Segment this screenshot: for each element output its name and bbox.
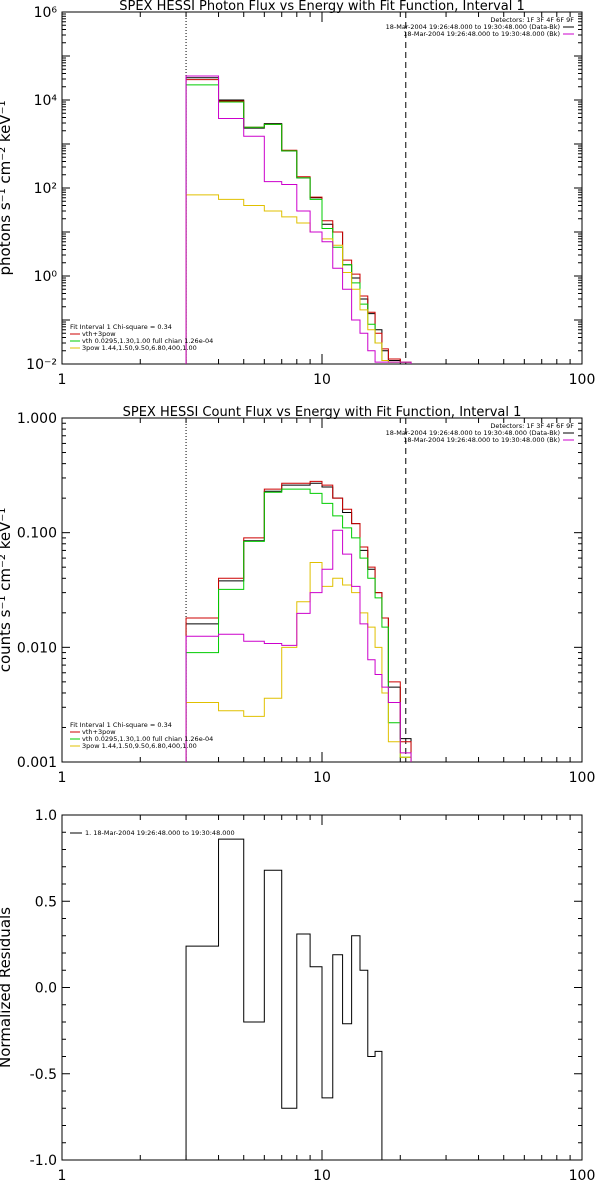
y-tick-label: 0.5 — [35, 894, 57, 910]
legend-bottomleft-entry: Fit Interval 1 Chi-square = 0.34 — [70, 721, 172, 729]
y-tick-label: 10² — [34, 181, 57, 197]
legend-topright-entry: Detectors: 1F 3F 4F 6F 9F — [490, 422, 574, 430]
x-tick-label: 100 — [569, 770, 596, 786]
y-axis-label: Normalized Residuals — [0, 907, 14, 1068]
series-line-bk — [185, 75, 412, 364]
x-tick-label: 10 — [313, 1168, 331, 1184]
plot-frame — [61, 11, 583, 365]
series-line-vth-3pow — [185, 79, 412, 364]
y-tick-label: 0.010 — [17, 640, 57, 656]
x-tick-label: 10 — [313, 372, 331, 388]
y-axis-label: photons s⁻¹ cm⁻² keV⁻¹ — [0, 101, 14, 276]
legend-bottomleft-entry: 3pow 1.44,1.50,9.50,6.80,400,1.00 — [82, 344, 197, 352]
y-tick-label: 1.000 — [17, 411, 57, 427]
y-tick-label: 10⁶ — [34, 5, 58, 21]
y-tick-label: 10⁰ — [34, 269, 58, 285]
legend-bottomleft-entry: vth 0.0295,1.30,1.00 full chian 1.26e-04 — [82, 735, 213, 743]
x-tick-label: 1 — [58, 770, 67, 786]
series-line-data-bk — [185, 77, 412, 364]
legend-bottomleft-entry: vth 0.0295,1.30,1.00 full chian 1.26e-04 — [82, 337, 213, 345]
chart-title: SPEX HESSI Count Flux vs Energy with Fit… — [123, 405, 522, 420]
y-tick-label: 0.0 — [35, 981, 57, 997]
legend-bottomleft-entry: vth+3pow — [82, 330, 116, 338]
chart-panel-2: SPEX HESSI Count Flux vs Energy with Fit… — [0, 405, 595, 786]
y-tick-label: 10⁻² — [26, 357, 57, 373]
legend-topright-entry: 18-Mar-2004 19:26:48.000 to 19:30:48.000… — [386, 23, 560, 31]
y-tick-label: 1.0 — [35, 808, 57, 824]
y-tick-label: 10⁴ — [34, 93, 58, 109]
x-tick-label: 1 — [58, 372, 67, 388]
y-tick-label: -0.5 — [30, 1067, 57, 1083]
x-tick-label: 100 — [569, 1168, 596, 1184]
series-line-data-bk — [185, 482, 412, 762]
series-line-3pow — [185, 194, 412, 364]
legend-topright-entry: Detectors: 1F 3F 4F 6F 9F — [490, 16, 574, 24]
y-axis-label: counts s⁻¹ cm⁻² keV⁻¹ — [0, 508, 14, 673]
series-line-3pow — [185, 561, 412, 762]
legend-topright-entry: 18-Mar-2004 19:26:48.000 to 19:30:48.000… — [403, 30, 560, 38]
y-tick-label: 0.001 — [17, 755, 57, 771]
x-tick-label: 100 — [569, 372, 596, 388]
x-tick-label: 10 — [313, 770, 331, 786]
legend-bottomleft-entry: vth+3pow — [82, 728, 116, 736]
legend-topright-entry: 18-Mar-2004 19:26:48.000 to 19:30:48.000… — [403, 436, 560, 444]
series-line-bk — [185, 529, 412, 762]
y-tick-label: 0.100 — [17, 526, 57, 542]
series-line-1-18-mar-2004-19-26-48-000-to-19-30-48-000 — [185, 838, 383, 1160]
legend-bottomleft-entry: Fit Interval 1 Chi-square = 0.34 — [70, 323, 172, 331]
y-tick-label: -1.0 — [30, 1153, 57, 1169]
legend-topleft-entry: 1. 18-Mar-2004 19:26:48.000 to 19:30:48.… — [85, 829, 235, 837]
chart-panel-3: 1 10 100 -1.0 -0.5 0.0 0.5 1.0 Normalized Residu… — [0, 808, 595, 1184]
x-tick-label: 1 — [58, 1168, 67, 1184]
legend-topright-entry: 18-Mar-2004 19:26:48.000 to 19:30:48.000… — [386, 429, 560, 437]
series-line-vth — [185, 488, 412, 762]
chart-title: SPEX HESSI Photon Flux vs Energy with Fi… — [119, 0, 525, 14]
chart-panel-1: SPEX HESSI Photon Flux vs Energy with Fi… — [0, 0, 595, 388]
series-line-vth-3pow — [185, 480, 412, 762]
legend-bottomleft-entry: 3pow 1.44,1.50,9.50,6.80,400,1.00 — [82, 742, 197, 750]
series-line-vth — [185, 84, 412, 364]
